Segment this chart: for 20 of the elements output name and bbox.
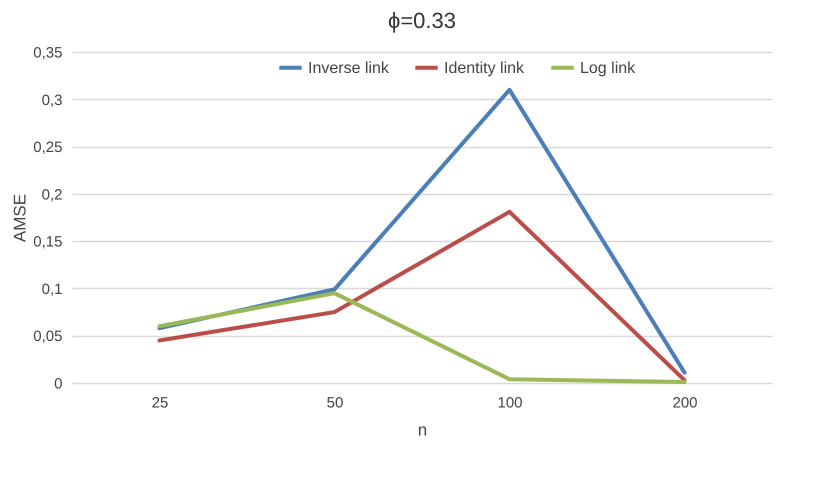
y-axis-title: AMSE	[10, 194, 30, 242]
x-tick-label: 200	[672, 394, 698, 412]
chart-title: ϕ=0.33	[388, 8, 456, 33]
x-axis-title: n	[418, 420, 428, 440]
y-tick-label: 0,25	[33, 139, 62, 156]
y-tick-label: 0,1	[42, 280, 62, 298]
y-tick-label: 0,35	[33, 44, 62, 62]
line-series	[158, 210, 686, 382]
legend-label: Log link	[580, 60, 636, 77]
legend-label: Inverse link	[308, 60, 390, 77]
line-series	[158, 291, 686, 384]
y-tick-label: 0,2	[42, 186, 62, 204]
y-tick-label: 0,3	[42, 92, 62, 109]
legend-label: Identity link	[444, 60, 526, 77]
x-tick-label: 100	[497, 394, 523, 412]
y-tick-label: 0	[54, 376, 62, 392]
x-tick-label: 50	[326, 394, 344, 412]
y-tick-label: 0,05	[33, 328, 62, 346]
y-tick-label: 0,15	[33, 234, 62, 251]
x-tick-label: 25	[152, 394, 168, 412]
